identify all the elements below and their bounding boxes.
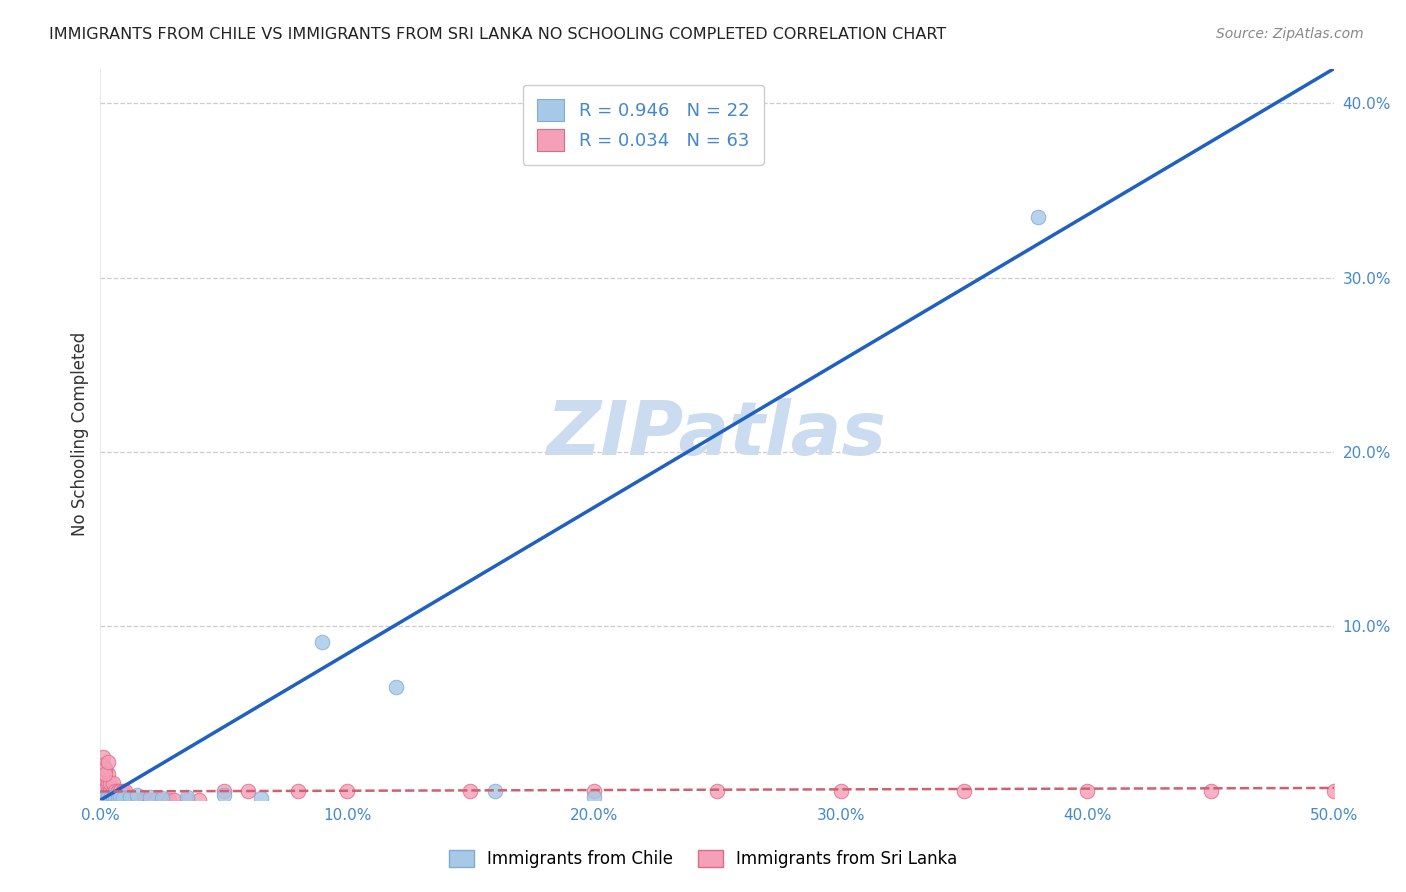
Point: [97, 775, 120, 789]
Point: [706, 784, 728, 798]
Point: [118, 793, 141, 807]
Y-axis label: No Schooling Completed: No Schooling Completed: [72, 332, 89, 536]
Point: [108, 793, 131, 807]
Point: [91, 758, 114, 772]
Point: [97, 784, 120, 798]
Point: [150, 791, 173, 805]
Point: [98, 784, 121, 798]
Point: [117, 793, 139, 807]
Point: [582, 784, 605, 798]
Point: [121, 793, 143, 807]
Point: [101, 784, 124, 798]
Point: [91, 767, 114, 781]
Point: [1076, 784, 1098, 798]
Point: [94, 762, 117, 776]
Point: [94, 791, 117, 805]
Point: [176, 789, 198, 804]
Point: [107, 784, 129, 798]
Point: [830, 784, 852, 798]
Point: [484, 784, 506, 798]
Point: [111, 791, 134, 805]
Text: ZIPatlas: ZIPatlas: [547, 398, 887, 471]
Point: [91, 784, 114, 798]
Point: [91, 791, 114, 805]
Point: [97, 789, 120, 804]
Point: [1323, 784, 1346, 798]
Legend: Immigrants from Chile, Immigrants from Sri Lanka: Immigrants from Chile, Immigrants from S…: [441, 843, 965, 875]
Point: [91, 749, 114, 764]
Point: [101, 789, 124, 804]
Point: [97, 791, 120, 805]
Point: [104, 791, 127, 805]
Point: [124, 793, 146, 807]
Point: [131, 793, 153, 807]
Point: [138, 789, 160, 804]
Point: [212, 784, 235, 798]
Point: [107, 791, 129, 805]
Point: [582, 789, 605, 804]
Point: [953, 784, 976, 798]
Point: [107, 793, 129, 807]
Point: [159, 793, 181, 807]
Text: IMMIGRANTS FROM CHILE VS IMMIGRANTS FROM SRI LANKA NO SCHOOLING COMPLETED CORREL: IMMIGRANTS FROM CHILE VS IMMIGRANTS FROM…: [49, 27, 946, 42]
Point: [94, 767, 117, 781]
Point: [91, 793, 114, 807]
Point: [111, 793, 134, 807]
Point: [385, 680, 408, 694]
Point: [98, 775, 121, 789]
Point: [287, 784, 309, 798]
Point: [138, 793, 160, 807]
Point: [311, 634, 333, 648]
Point: [114, 784, 136, 798]
Point: [114, 793, 136, 807]
Point: [101, 793, 124, 807]
Point: [127, 788, 149, 802]
Point: [94, 762, 117, 776]
Point: [108, 784, 131, 798]
Point: [128, 793, 150, 807]
Point: [94, 793, 117, 807]
Point: [143, 793, 166, 807]
Point: [98, 793, 121, 807]
Point: [94, 779, 117, 793]
Point: [91, 775, 114, 789]
Point: [111, 784, 134, 798]
Point: [104, 784, 127, 798]
Point: [1199, 784, 1222, 798]
Point: [97, 793, 120, 807]
Legend: R = 0.946   N = 22, R = 0.034   N = 63: R = 0.946 N = 22, R = 0.034 N = 63: [523, 85, 763, 165]
Point: [134, 793, 156, 807]
Point: [136, 793, 159, 807]
Point: [127, 793, 149, 807]
Point: [94, 784, 117, 798]
Point: [108, 789, 131, 804]
Point: [91, 758, 114, 772]
Point: [101, 775, 124, 789]
Point: [97, 767, 120, 781]
Point: [163, 793, 186, 807]
Point: [460, 784, 482, 798]
Point: [212, 788, 235, 802]
Point: [176, 793, 198, 807]
Point: [104, 793, 127, 807]
Point: [188, 793, 211, 807]
Point: [97, 755, 120, 769]
Point: [118, 789, 141, 804]
Point: [249, 791, 271, 805]
Point: [98, 791, 121, 805]
Text: Source: ZipAtlas.com: Source: ZipAtlas.com: [1216, 27, 1364, 41]
Point: [336, 784, 359, 798]
Point: [1026, 210, 1049, 224]
Point: [94, 772, 117, 787]
Point: [238, 784, 260, 798]
Point: [150, 793, 173, 807]
